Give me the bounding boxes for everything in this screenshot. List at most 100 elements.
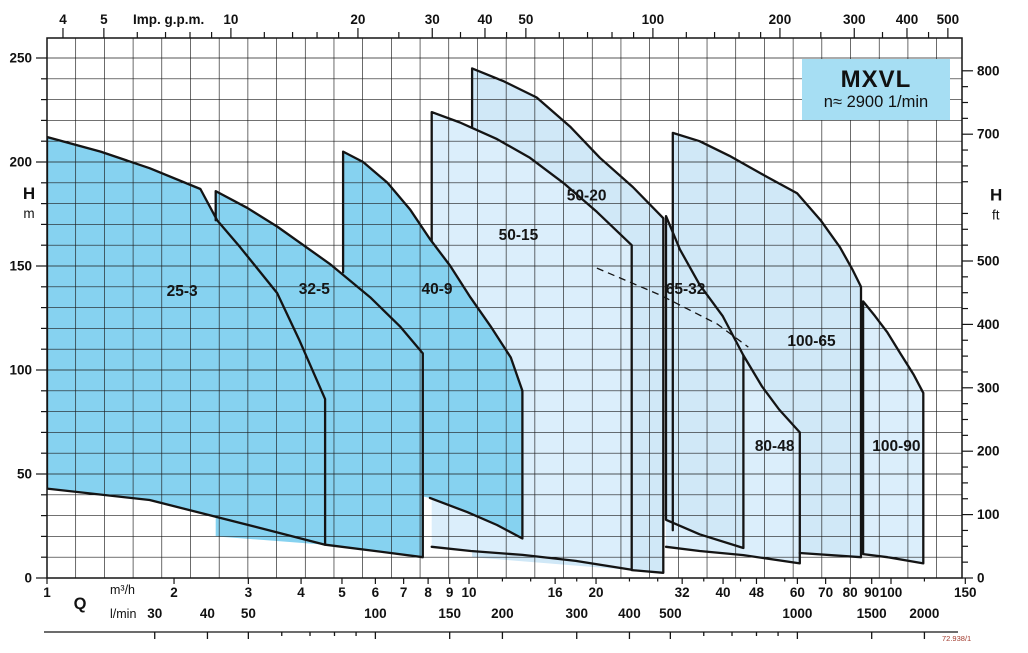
envelope-outline-80-48 — [664, 354, 801, 565]
left-axis — [36, 57, 47, 579]
top-axis-label: 20 — [350, 12, 365, 27]
envelope-outline-50-15 — [430, 110, 633, 571]
left-axis-label: 0 — [24, 571, 32, 586]
lmin-label: 100 — [364, 606, 387, 621]
lmin-label: 1500 — [857, 606, 887, 621]
envelope-outlines — [47, 67, 925, 574]
right-axis-label: 700 — [977, 127, 1000, 142]
left-axis-label: 150 — [9, 259, 32, 274]
left-axis-label: 250 — [9, 51, 32, 66]
bottom-axis-m3h-label: 7 — [400, 585, 408, 600]
top-axis-label: 200 — [769, 12, 792, 27]
top-axis-label: 300 — [843, 12, 866, 27]
right-axis-label: 400 — [977, 317, 1000, 332]
region-label-100-65: 100-65 — [787, 333, 836, 350]
bottom-axis-m3h-label: 16 — [548, 585, 564, 600]
envelope-outline-50-20 — [470, 67, 665, 574]
envelope-outline-100-65 — [671, 131, 863, 559]
region-label-32-5: 32-5 — [299, 281, 330, 298]
lmin-label: 300 — [565, 606, 588, 621]
chart-title: MXVL — [840, 65, 912, 93]
lmin-label: 200 — [491, 606, 514, 621]
top-axis-title: Imp. g.p.m. — [133, 12, 204, 27]
envelope-outline-25-3 — [47, 135, 327, 546]
top-axis-label: 400 — [896, 12, 919, 27]
dashed-boundary-line — [596, 267, 749, 348]
bottom-axis-m3h-label: 70 — [818, 585, 833, 600]
left-axis-symbol: H — [23, 184, 35, 203]
lmin-label: 30 — [147, 606, 162, 621]
bottom-axis-m3h-label: 3 — [245, 585, 253, 600]
top-axis-label: 40 — [477, 12, 492, 27]
bottom-axis-m3h — [46, 578, 966, 584]
bottom-axis-m3h-label: 2 — [170, 585, 178, 600]
bottom-axis-lmin — [44, 631, 958, 639]
region-label-100-90: 100-90 — [872, 438, 920, 455]
chart-speed: n≈ 2900 1/min — [823, 93, 929, 112]
envelope-fill-65-32 — [666, 216, 744, 548]
bottom-axis-m3h-label: 9 — [446, 585, 454, 600]
bottom-axis-m3h-label: 5 — [338, 585, 346, 600]
bottom-axis-m3h-label: 40 — [716, 585, 731, 600]
top-axis-label: 100 — [642, 12, 665, 27]
bottom-axis-m3h-label: 90 — [864, 585, 879, 600]
envelope-outline-65-32 — [664, 214, 745, 550]
lmin-label: 50 — [241, 606, 256, 621]
gridlines — [47, 38, 962, 578]
lmin-label: 500 — [659, 606, 682, 621]
region-label-50-15: 50-15 — [499, 227, 539, 244]
envelope-outline-100-90 — [861, 300, 925, 565]
bottom-axis-m3h-label: 4 — [297, 585, 305, 600]
left-axis-unit: m — [23, 206, 34, 221]
region-label-80-48: 80-48 — [755, 438, 795, 455]
bottom-axis-m3h-label: 48 — [749, 585, 765, 600]
chart-title-box: MXVL n≈ 2900 1/min — [802, 59, 950, 120]
flow-axis-symbol: Q — [74, 595, 87, 613]
top-axis-label: 30 — [425, 12, 440, 27]
bottom-axis-m3h-label: 8 — [424, 585, 432, 600]
bottom-axis-m3h-label: 1 — [43, 585, 51, 600]
region-label-40-9: 40-9 — [422, 281, 453, 298]
lmin-label: 150 — [438, 606, 461, 621]
right-axis-label: 200 — [977, 444, 1000, 459]
m3h-unit-label: m³/h — [110, 583, 135, 597]
bottom-axis-m3h-label: 100 — [880, 585, 903, 600]
left-axis-label: 50 — [17, 467, 32, 482]
bottom-axis-m3h-label: 150 — [954, 585, 977, 600]
envelope-outline-40-9 — [341, 150, 524, 540]
bottom-axis-m3h-label: 6 — [372, 585, 380, 600]
region-label-50-20: 50-20 — [567, 187, 607, 204]
top-axis-label: 500 — [937, 12, 960, 27]
top-axis-label: 5 — [100, 12, 108, 27]
bottom-axis-m3h-label: 32 — [675, 585, 690, 600]
right-axis-label: 800 — [977, 63, 1000, 78]
lmin-label: 2000 — [909, 606, 939, 621]
region-label-65-32: 65-32 — [666, 281, 706, 298]
lmin-unit-label: l/min — [110, 607, 136, 621]
lmin-label: 1000 — [782, 606, 812, 621]
top-axis-label: 4 — [59, 12, 67, 27]
bottom-axis-m3h-label: 60 — [790, 585, 805, 600]
right-axis-label: 100 — [977, 507, 1000, 522]
right-axis-unit: ft — [992, 208, 1000, 223]
document-code: 72.938/1 — [942, 634, 972, 643]
region-labels: 25-3 32-5 40-9 50-15 50-20 65-32 80-48 100-65 10… — [167, 187, 921, 455]
bottom-axis-m3h-label: 10 — [461, 585, 476, 600]
lmin-label: 40 — [200, 606, 215, 621]
left-axis-label: 200 — [9, 155, 32, 170]
right-axis-label: 0 — [977, 571, 985, 586]
envelope-outline-32-5 — [214, 189, 424, 559]
envelope-fill-25-3 — [47, 137, 326, 545]
right-axis-label: 300 — [977, 380, 1000, 395]
top-axis-label: 50 — [518, 12, 533, 27]
bottom-axis-m3h-label: 80 — [843, 585, 858, 600]
right-axis — [962, 70, 973, 579]
region-label-25-3: 25-3 — [167, 283, 198, 300]
left-axis-label: 100 — [9, 363, 32, 378]
top-axis-label: 10 — [223, 12, 238, 27]
right-axis-symbol: H — [990, 186, 1002, 205]
bottom-axis-m3h-label: 20 — [589, 585, 604, 600]
lmin-label: 400 — [618, 606, 641, 621]
right-axis-label: 500 — [977, 254, 1000, 269]
